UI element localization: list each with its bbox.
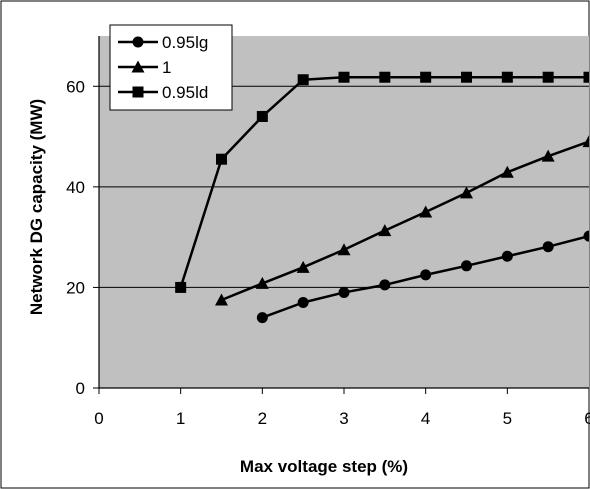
series-0.95ld (175, 71, 589, 293)
series-1 (215, 135, 589, 306)
data-point-square (583, 71, 589, 83)
legend: 0.95lg 1 0.95ld (109, 24, 233, 111)
x-axis-title: Max voltage step (%) (240, 457, 408, 476)
data-point-triangle (215, 293, 228, 306)
x-tick-label: 0 (94, 409, 103, 428)
data-point-circle (420, 269, 432, 281)
data-point-triangle (378, 224, 392, 237)
series-layer (175, 71, 589, 324)
x-tick-label: 2 (258, 409, 267, 428)
data-point-square (216, 153, 227, 165)
series-line (221, 140, 589, 302)
data-point-square (256, 110, 268, 122)
legend-label: 0.95lg (162, 33, 208, 52)
legend-marker-triangle (131, 60, 145, 73)
data-point-circle (379, 279, 391, 291)
x-axis-ticks: 0 1 2 3 4 5 6 (94, 388, 590, 428)
data-point-triangle (460, 186, 473, 199)
data-point-triangle (582, 135, 589, 148)
legend-item: 1 (118, 58, 171, 77)
legend-label: 0.95ld (162, 83, 208, 102)
x-tick-label: 5 (503, 409, 512, 428)
y-tick-label: 20 (66, 278, 85, 297)
x-tick-label: 6 (584, 409, 590, 428)
x-tick-label: 4 (421, 409, 430, 428)
legend-marker-square (132, 86, 144, 98)
data-point-square (501, 71, 513, 83)
data-point-circle (297, 297, 309, 309)
data-point-circle (338, 286, 350, 298)
legend-label: 1 (162, 58, 171, 77)
x-tick-label: 3 (339, 409, 348, 428)
data-point-circle (583, 230, 589, 242)
data-point-square (175, 281, 187, 293)
data-point-square (542, 71, 554, 83)
data-point-circle (461, 260, 472, 272)
y-tick-label: 0 (76, 379, 85, 398)
data-point-circle (501, 250, 513, 262)
data-point-circle (256, 312, 268, 324)
legend-item: 0.95lg (118, 33, 208, 52)
y-tick-label: 40 (66, 178, 85, 197)
data-point-circle (542, 241, 554, 253)
y-tick-label: 60 (66, 77, 85, 96)
data-point-triangle (419, 205, 433, 218)
legend-item: 0.95ld (118, 83, 208, 102)
x-tick-label: 1 (176, 409, 185, 428)
y-axis-ticks: 0 20 40 60 (66, 77, 99, 398)
data-point-triangle (255, 276, 269, 289)
data-point-triangle (337, 243, 351, 256)
data-point-square (297, 74, 309, 86)
y-axis-title: Network DG capacity (MW) (27, 99, 46, 315)
legend-marker-circle (132, 36, 144, 48)
data-point-square (379, 71, 391, 83)
data-point-triangle (500, 165, 514, 178)
data-point-square (338, 71, 350, 83)
data-point-square (420, 71, 432, 83)
data-point-square (461, 71, 472, 83)
data-point-triangle (296, 260, 310, 273)
data-point-triangle (541, 149, 555, 162)
series-0.95lg (256, 230, 589, 324)
